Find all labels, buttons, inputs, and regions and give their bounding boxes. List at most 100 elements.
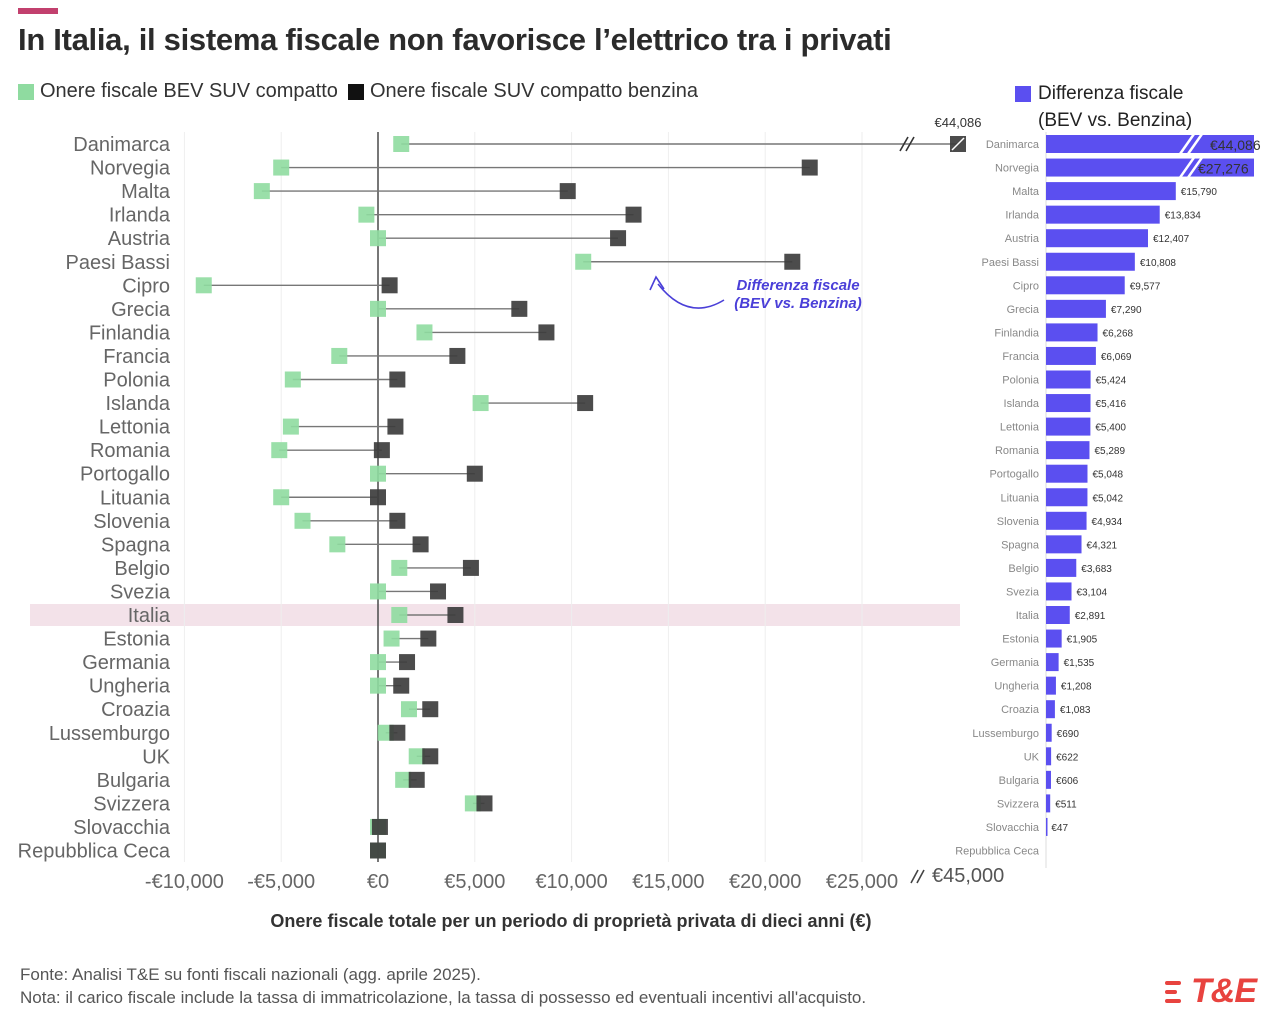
bar-row-malta: Malta €15,790 — [1012, 182, 1218, 201]
country-label: Cipro — [122, 275, 170, 297]
petrol-marker — [447, 607, 464, 623]
bar-value-label: €5,400 — [1095, 423, 1126, 434]
logo-lines-icon — [1165, 979, 1185, 1005]
petrol-marker — [577, 395, 594, 412]
petrol-marker — [476, 795, 493, 812]
x-tick-label: €0 — [367, 871, 389, 893]
legend-diff-swatch — [1015, 85, 1031, 102]
footer-note: Nota: il carico fiscale include la tassa… — [20, 988, 867, 1007]
bar-category-label: Lituania — [1000, 492, 1039, 504]
dumbbell-row-malta: Malta — [121, 181, 576, 203]
bar-row-irlanda: Irlanda €13,834 — [1005, 205, 1201, 224]
x-tick-label: €15,000 — [632, 871, 704, 893]
country-label: Svizzera — [93, 793, 171, 815]
petrol-marker — [538, 324, 555, 341]
petrol-marker — [462, 559, 479, 576]
diff-bar — [1046, 653, 1059, 672]
bar-category-label: Croazia — [1001, 704, 1040, 716]
bar-category-label: Lettonia — [1000, 422, 1040, 434]
dumbbell-row-polonia: Polonia — [103, 370, 406, 392]
annotation-arrow-curve — [657, 283, 725, 309]
legend-diff-label-2: (BEV vs. Benzina) — [1038, 110, 1193, 131]
bar-row-svezia: Svezia €3,104 — [1006, 582, 1108, 601]
bar-category-label: Repubblica Ceca — [955, 846, 1040, 858]
petrol-marker — [381, 277, 398, 294]
bar-value-label: €10,808 — [1140, 258, 1177, 269]
bar-row-spagna: Spagna €4,321 — [1001, 535, 1118, 554]
country-label: Austria — [108, 228, 171, 250]
diff-bar — [1046, 205, 1160, 224]
bar-value-label: €27,276 — [1198, 161, 1249, 177]
legend-bev-swatch — [18, 83, 34, 100]
bev-marker — [400, 701, 417, 718]
petrol-marker — [370, 842, 386, 859]
bar-category-label: Lussemburgo — [972, 728, 1039, 740]
bev-marker — [393, 136, 410, 152]
bev-marker — [282, 418, 299, 435]
annotation-arrowhead-icon — [649, 275, 665, 291]
x-tick-label: -€10,000 — [145, 871, 224, 893]
dumbbell-row-slovacchia: Slovacchia — [73, 817, 388, 839]
bar-row-lettonia: Lettonia €5,400 — [1000, 417, 1126, 436]
bar-value-label: €5,289 — [1094, 446, 1125, 457]
x-axis-break-label: €45,000 — [932, 865, 1004, 887]
te-logo: T&E — [1165, 972, 1257, 1011]
bev-marker — [370, 300, 386, 317]
bar-break-slash — [1178, 133, 1196, 155]
bar-value-label: €9,577 — [1130, 281, 1161, 292]
country-label: Danimarca — [73, 134, 171, 156]
x-tick-label: €25,000 — [826, 871, 898, 893]
bar-row-austria: Austria €12,407 — [1005, 229, 1190, 248]
bev-marker — [273, 159, 290, 176]
dumbbell-row-germania: Germania — [82, 652, 416, 674]
diff-bar — [1046, 794, 1051, 813]
bev-marker — [391, 607, 408, 623]
legend-bev-label: Onere fiscale BEV SUV compatto — [40, 80, 338, 102]
dumbbell-row-islanda: Islanda — [106, 393, 594, 415]
bev-marker — [395, 771, 412, 788]
petrol-marker — [466, 465, 483, 482]
bar-value-label: €6,268 — [1103, 328, 1134, 339]
diff-bar — [1046, 394, 1091, 413]
bar-break-slash — [1186, 133, 1204, 155]
country-label: Slovacchia — [73, 817, 171, 839]
bar-value-label: €1,535 — [1064, 658, 1095, 669]
bar-category-label: Italia — [1016, 610, 1040, 622]
bar-category-label: Malta — [1012, 186, 1040, 198]
dumbbell-row-finlandia: Finlandia — [89, 322, 555, 344]
bev-marker — [273, 489, 290, 506]
diff-bar — [1046, 323, 1098, 342]
diff-bar — [1046, 299, 1106, 318]
petrol-marker — [430, 583, 447, 600]
country-label: Repubblica Ceca — [18, 841, 171, 863]
bar-category-label: Francia — [1002, 351, 1040, 363]
bar-category-label: Spagna — [1001, 539, 1040, 551]
annotation-line-2: (BEV vs. Benzina) — [734, 295, 862, 312]
bar-value-label: €7,290 — [1111, 305, 1142, 316]
bar-value-label: €606 — [1056, 776, 1079, 787]
petrol-marker — [420, 630, 437, 647]
bar-row-cipro: Cipro €9,577 — [1013, 276, 1161, 295]
bev-marker — [416, 324, 433, 341]
bar-category-label: Bulgaria — [999, 775, 1040, 787]
diff-bar — [1046, 535, 1082, 554]
bev-marker — [329, 536, 346, 553]
country-label: Francia — [103, 346, 171, 368]
country-label: Romania — [90, 440, 171, 462]
line-break-slash — [899, 136, 909, 152]
diff-bar — [1046, 135, 1254, 153]
legend-bev: Onere fiscale BEV SUV compatto — [18, 80, 338, 103]
legend-petrol-label: Onere fiscale SUV compatto benzina — [370, 80, 698, 102]
petrol-marker — [371, 818, 388, 835]
line-break-slash — [905, 136, 915, 152]
bar-value-label: €15,790 — [1181, 187, 1218, 198]
bar-row-lituania: Lituania €5,042 — [1000, 488, 1123, 507]
chart-title: In Italia, il sistema fiscale non favori… — [18, 22, 892, 57]
bar-row-portogallo: Portogallo €5,048 — [989, 464, 1124, 483]
country-label: Lettonia — [99, 417, 171, 439]
country-label: Italia — [128, 605, 171, 627]
dumbbell-row-francia: Francia — [103, 346, 466, 368]
bar-value-label: €44,086 — [1210, 137, 1261, 153]
diff-bar — [1046, 229, 1148, 248]
diff-bar — [1046, 582, 1072, 601]
